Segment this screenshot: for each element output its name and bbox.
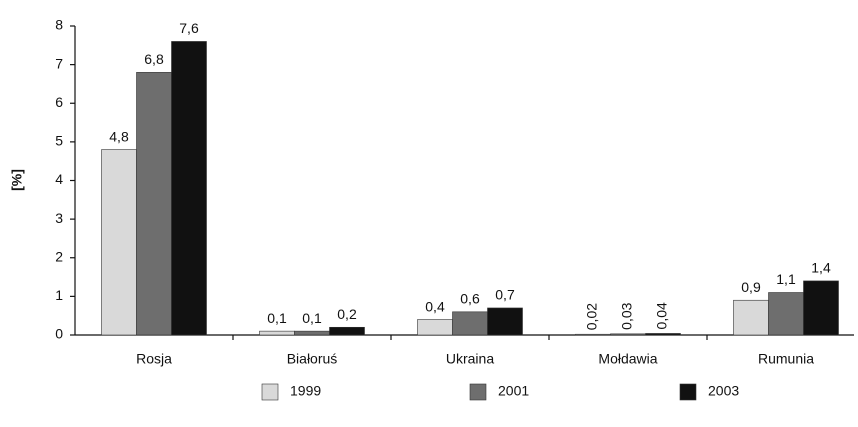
bar <box>768 292 804 336</box>
bar <box>487 307 523 336</box>
y-tick-label: 3 <box>55 210 63 226</box>
value-label: 1,1 <box>776 271 796 287</box>
value-label: 0,03 <box>619 302 635 329</box>
legend-swatch <box>679 383 697 401</box>
value-label: 1,4 <box>811 260 831 276</box>
bar <box>136 72 172 336</box>
bar <box>452 311 488 336</box>
legend-label: 2001 <box>498 383 529 399</box>
bar <box>610 333 646 336</box>
value-label: 0,1 <box>302 310 322 326</box>
x-tick-label: Rosja <box>136 351 172 367</box>
value-label: 0,2 <box>337 306 357 322</box>
bar <box>645 333 681 336</box>
bar <box>171 41 207 336</box>
y-tick-label: 4 <box>55 171 63 187</box>
value-label: 0,9 <box>741 279 761 295</box>
y-tick-label: 1 <box>55 287 63 303</box>
y-tick-label: 8 <box>55 17 63 33</box>
bar <box>803 280 839 336</box>
y-tick-label: 7 <box>55 55 63 71</box>
y-tick-label: 2 <box>55 248 63 264</box>
x-tick-label: Mołdawia <box>598 351 657 367</box>
legend-swatch <box>469 383 487 401</box>
value-label: 0,6 <box>460 291 480 307</box>
bar <box>101 149 137 336</box>
x-tick-label: Białoruś <box>287 351 338 367</box>
value-label: 0,1 <box>267 310 287 326</box>
value-label: 7,6 <box>179 20 199 36</box>
value-label: 0,02 <box>584 303 600 330</box>
bar <box>294 330 330 336</box>
y-axis-label: [%] <box>9 169 25 191</box>
bar <box>575 333 611 336</box>
y-tick-label: 5 <box>55 133 63 149</box>
y-tick-label: 0 <box>55 326 63 342</box>
x-tick-label: Rumunia <box>758 351 814 367</box>
bar <box>259 330 295 336</box>
bar <box>733 299 769 336</box>
y-tick-label: 6 <box>55 94 63 110</box>
value-label: 6,8 <box>144 51 164 67</box>
value-label: 4,8 <box>109 128 129 144</box>
legend-label: 1999 <box>290 383 321 399</box>
x-tick-label: Ukraina <box>446 351 494 367</box>
bar <box>417 319 453 336</box>
bar <box>329 326 365 336</box>
value-label: 0,04 <box>654 302 670 329</box>
value-label: 0,4 <box>425 298 445 314</box>
legend-swatch <box>261 383 279 401</box>
value-label: 0,7 <box>495 287 515 303</box>
legend-label: 2003 <box>708 383 739 399</box>
